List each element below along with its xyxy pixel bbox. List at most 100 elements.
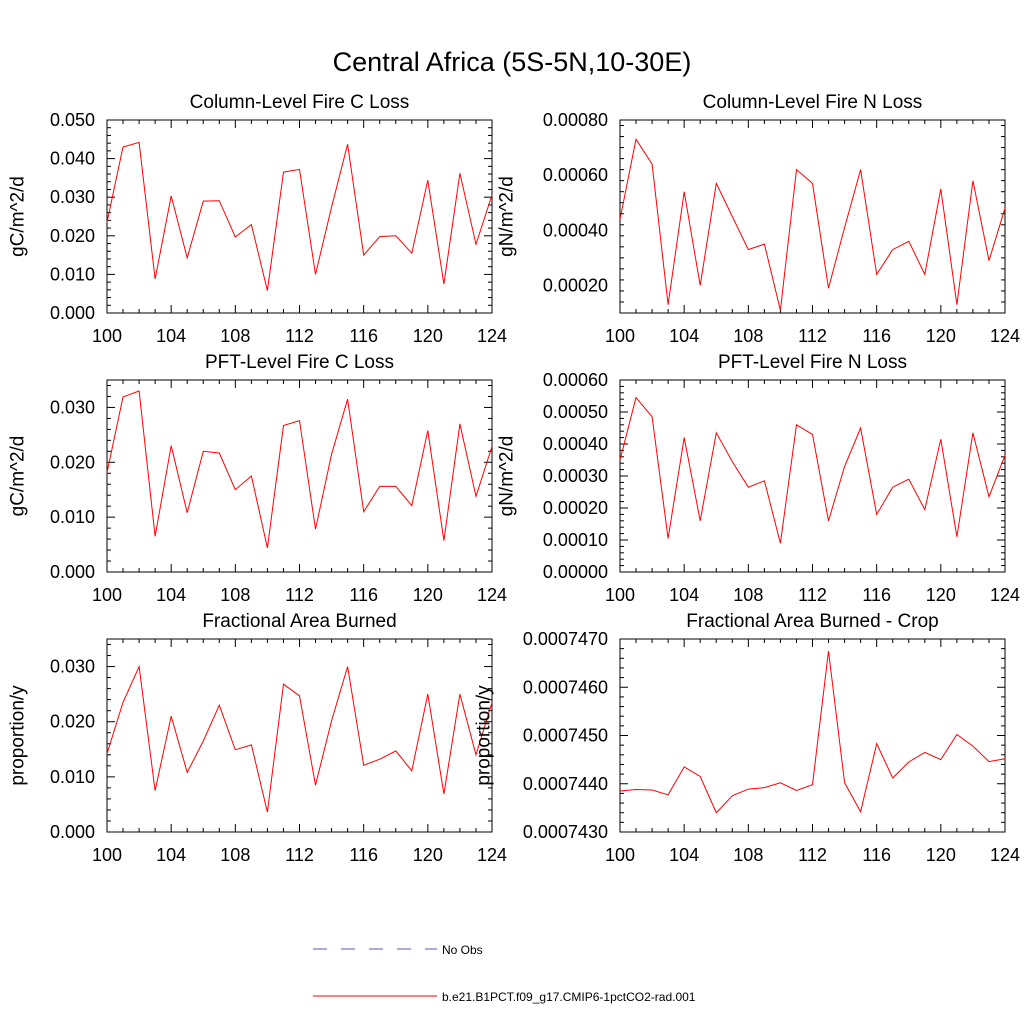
y-tick-label: 0.000 (50, 562, 95, 582)
y-tick-label: 0.00040 (543, 220, 608, 240)
x-tick-label: 100 (605, 326, 635, 346)
y-tick-label: 0.020 (50, 712, 95, 732)
x-tick-label: 120 (926, 326, 956, 346)
y-tick-label: 0.0007460 (523, 677, 608, 697)
y-tick-label: 0.00050 (543, 402, 608, 422)
x-tick-label: 108 (733, 585, 763, 605)
x-tick-label: 108 (220, 845, 250, 865)
y-tick-label: 0.020 (50, 452, 95, 472)
x-tick-label: 108 (733, 326, 763, 346)
x-tick-label: 112 (285, 585, 314, 605)
y-tick-label: 0.000 (50, 303, 95, 323)
subplot-title: Fractional Area Burned - Crop (686, 611, 938, 632)
x-tick-label: 108 (220, 326, 250, 346)
x-tick-label: 116 (862, 326, 891, 346)
y-tick-label: 0.030 (50, 657, 95, 677)
x-tick-label: 100 (92, 585, 122, 605)
subplot-title: Column-Level Fire C Loss (190, 92, 410, 113)
x-tick-label: 124 (990, 326, 1020, 346)
panel-3: 100 104 108 112 116 120 124 0.000 0.010 0.020 0.03… (8, 352, 508, 605)
x-tick-label: 104 (669, 585, 699, 605)
y-tick-label: 0.00010 (543, 530, 608, 550)
x-tick-label: 104 (669, 845, 699, 865)
x-tick-label: 108 (220, 585, 250, 605)
y-tick-label: 0.010 (50, 264, 95, 284)
x-tick-label: 112 (798, 845, 827, 865)
y-tick-label: 0.00040 (543, 434, 608, 454)
x-tick-label: 116 (862, 585, 891, 605)
panel-1: 100 104 108 112 116 120 124 0.000 0.010 0.020 0.03… (8, 92, 508, 346)
x-tick-label: 120 (413, 585, 443, 605)
plot-frame (106, 119, 493, 314)
subplot-title: PFT-Level Fire N Loss (718, 352, 907, 373)
legend-label-2: b.e21.B1PCT.f09_g17.CMIP6-1pctCO2-rad.00… (442, 990, 696, 1004)
legend-label-1: No Obs (442, 943, 483, 957)
y-axis-label: proportion/y (474, 685, 495, 786)
series-line (619, 396, 1006, 544)
legend: No Obs b.e21.B1PCT.f09_g17.CMIP6-1pctCO2-… (313, 943, 696, 1004)
subplot-title: PFT-Level Fire C Loss (205, 352, 394, 373)
x-tick-label: 112 (798, 585, 827, 605)
y-tick-label: 0.00080 (543, 110, 608, 130)
x-tick-label: 100 (92, 845, 122, 865)
y-tick-label: 0.010 (50, 767, 95, 787)
y-tick-label: 0.010 (50, 507, 95, 527)
y-tick-label: 0.050 (50, 110, 95, 130)
x-tick-label: 100 (92, 326, 122, 346)
x-tick-label: 104 (669, 326, 699, 346)
y-tick-label: 0.0007440 (523, 774, 608, 794)
y-tick-label: 0.0007450 (523, 726, 608, 746)
x-tick-label: 124 (990, 585, 1020, 605)
x-tick-label: 120 (413, 845, 443, 865)
x-tick-label: 112 (285, 326, 314, 346)
x-tick-label: 104 (156, 845, 186, 865)
y-tick-label: 0.0007430 (523, 822, 608, 842)
x-tick-label: 100 (605, 585, 635, 605)
y-axis-label: gN/m^2/d (497, 436, 518, 517)
plot-frame (619, 119, 1006, 314)
y-tick-label: 0.00060 (543, 370, 608, 390)
panel-5: 100 104 108 112 116 120 124 0.000 0.010 0.020 0.03… (8, 611, 508, 865)
x-tick-label: 124 (477, 326, 507, 346)
x-tick-label: 112 (798, 326, 827, 346)
panel-4: 100 104 108 112 116 120 124 0.00000 0.00010 0.000… (497, 352, 1021, 605)
y-tick-label: 0.0007470 (523, 629, 608, 649)
series-line (106, 141, 493, 291)
subplot-title: Fractional Area Burned (202, 611, 396, 632)
y-tick-label: 0.000 (50, 822, 95, 842)
y-tick-label: 0.020 (50, 226, 95, 246)
x-tick-label: 104 (156, 326, 186, 346)
series-line (106, 664, 493, 813)
y-tick-label: 0.030 (50, 187, 95, 207)
panel-2: 100 104 108 112 116 120 124 0.00020 0.00040 0.000… (497, 92, 1021, 346)
y-axis-label: gN/m^2/d (497, 176, 518, 257)
x-tick-label: 120 (926, 845, 956, 865)
x-tick-label: 112 (285, 845, 314, 865)
y-tick-label: 0.030 (50, 397, 95, 417)
y-tick-label: 0.00020 (543, 275, 608, 295)
y-tick-label: 0.00000 (543, 562, 608, 582)
x-tick-label: 120 (413, 326, 443, 346)
x-tick-label: 100 (605, 845, 635, 865)
plot-frame (619, 638, 1006, 833)
x-tick-label: 116 (349, 845, 378, 865)
x-tick-label: 120 (926, 585, 956, 605)
series-line (619, 651, 1006, 814)
y-tick-label: 0.00020 (543, 498, 608, 518)
figure-title: Central Africa (5S-5N,10-30E) (333, 47, 692, 77)
x-tick-label: 124 (477, 585, 507, 605)
series-line (106, 390, 493, 549)
panel-6: 100 104 108 112 116 120 124 0.0007430 0.0007440 0… (474, 611, 1021, 865)
y-axis-label: gC/m^2/d (8, 176, 29, 257)
y-tick-label: 0.040 (50, 149, 95, 169)
y-axis-label: gC/m^2/d (8, 436, 29, 517)
x-tick-label: 124 (990, 845, 1020, 865)
y-tick-label: 0.00060 (543, 165, 608, 185)
x-tick-label: 116 (349, 585, 378, 605)
x-tick-label: 116 (862, 845, 891, 865)
series-line (619, 137, 1006, 311)
x-tick-label: 104 (156, 585, 186, 605)
x-tick-label: 116 (349, 326, 378, 346)
